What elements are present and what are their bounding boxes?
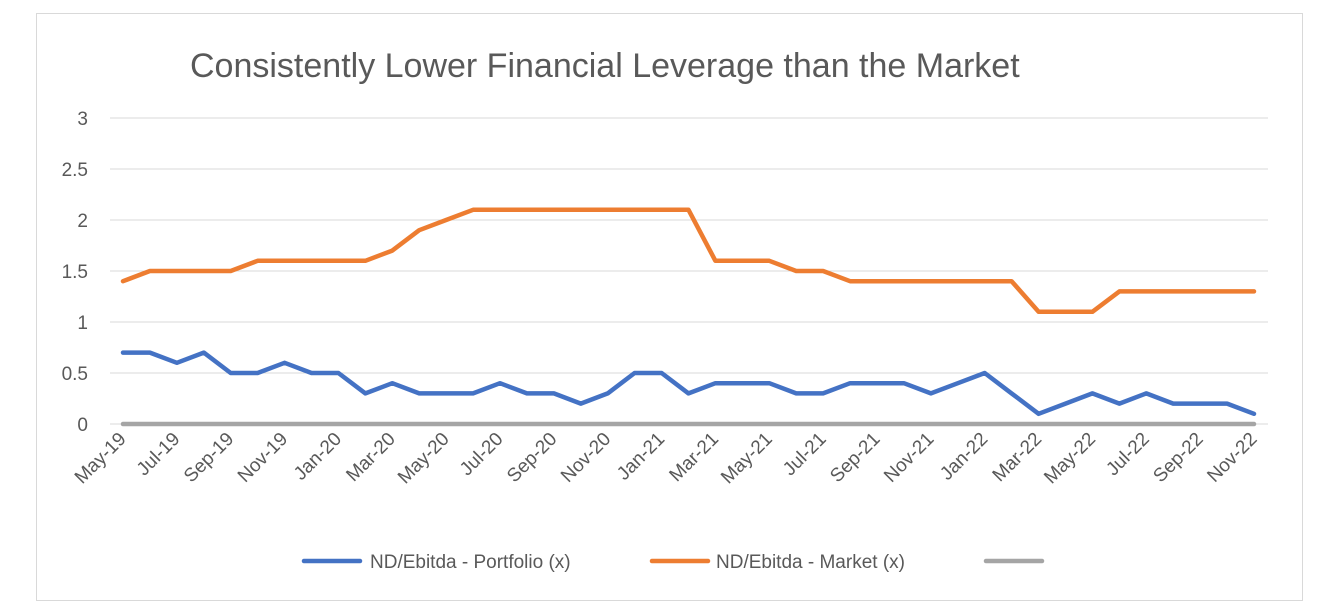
- legend: ND/Ebitda - Portfolio (x) ND/Ebitda - Mar…: [301, 552, 1045, 573]
- y-tick-label: 0: [77, 415, 88, 436]
- x-tick-label: Sep-21: [826, 429, 884, 487]
- x-tick-label: Jan-21: [613, 429, 669, 485]
- x-tick-label: May-20: [394, 429, 454, 489]
- x-tick-label: Jul-20: [456, 429, 507, 480]
- y-tick-label: 2: [77, 211, 88, 232]
- series-line-0: [120, 350, 1257, 417]
- x-tick-label: Mar-21: [666, 429, 723, 486]
- x-axis-ticks: May-19 Jul-19Sep-19Nov-19Jan-20Mar-20May-…: [71, 429, 1262, 489]
- x-tick-label: Nov-21: [880, 429, 938, 487]
- gridlines: [110, 117, 1268, 425]
- x-tick-label: May-19: [71, 429, 131, 489]
- x-tick-label: May-21: [717, 429, 777, 489]
- x-tick-label: Mar-20: [342, 429, 399, 486]
- x-tick-label: Jan-20: [290, 429, 346, 485]
- y-tick-label: 0.5: [62, 364, 88, 385]
- x-tick-label: Mar-22: [989, 429, 1046, 486]
- x-tick-label: May-22: [1040, 429, 1100, 489]
- x-tick-label: Sep-22: [1149, 429, 1207, 487]
- x-tick-label: Nov-22: [1203, 429, 1261, 487]
- legend-label-1: ND/Ebitda - Market (x): [716, 552, 905, 573]
- x-tick-label: Jul-22: [1102, 429, 1153, 480]
- x-tick-label: Nov-20: [557, 429, 615, 487]
- chart-frame: [36, 13, 1303, 601]
- x-tick-label: Sep-19: [180, 429, 238, 487]
- y-tick-label: 1.5: [62, 262, 88, 283]
- series-line-1: [120, 207, 1257, 315]
- chart-title: Consistently Lower Financial Leverage th…: [190, 47, 1020, 85]
- series-lines: [120, 207, 1257, 427]
- x-tick-label: Jan-22: [936, 429, 992, 485]
- y-tick-label: 3: [77, 109, 88, 130]
- x-tick-label: Jul-19: [133, 429, 184, 480]
- x-tick-label: Jul-21: [779, 429, 830, 480]
- y-axis-ticks: 0 0.5 1 1.5 2 2.5 3: [62, 109, 88, 436]
- x-tick-label: Sep-20: [503, 429, 561, 487]
- x-tick-label: Nov-19: [234, 429, 292, 487]
- y-tick-label: 2.5: [62, 160, 88, 181]
- legend-label-0: ND/Ebitda - Portfolio (x): [370, 552, 571, 573]
- y-tick-label: 1: [77, 313, 88, 334]
